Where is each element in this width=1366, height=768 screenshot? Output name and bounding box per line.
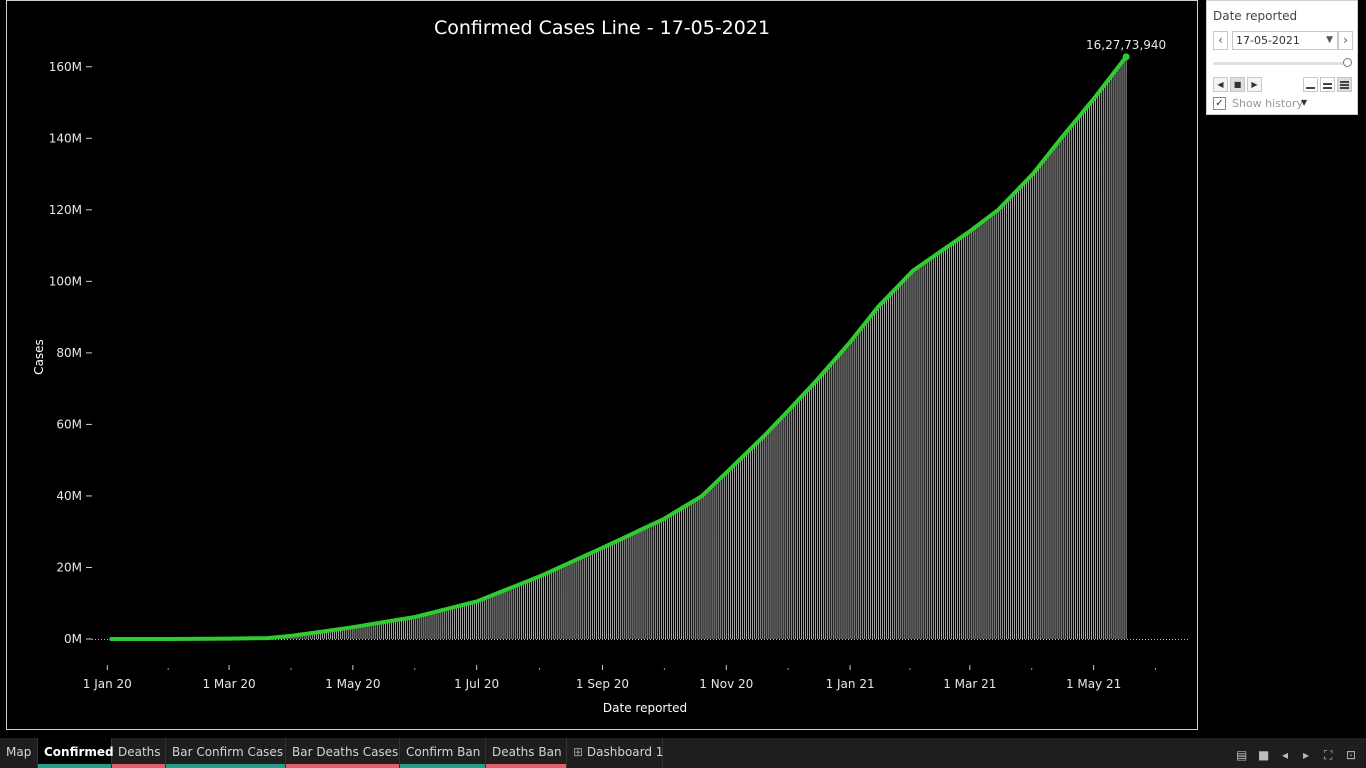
y-tick-label: 80M [56,346,82,360]
chevron-left-icon: ‹ [1218,33,1223,47]
y-tick-label: 140M [49,131,82,145]
tab-label: Confirm Ban [406,745,481,759]
latest-value-label: 16,27,73,940 [1086,38,1166,52]
show-history-checkbox[interactable]: ✓ [1213,97,1226,110]
show-history-dropdown[interactable]: ▼ [1301,98,1307,107]
play-forward-button[interactable]: ▶ [1247,77,1262,92]
date-dropdown[interactable]: 17-05-2021 ▼ [1232,31,1338,50]
x-axis-title: Date reported [603,701,687,715]
tab-color-stripe [400,764,485,768]
chevron-right-icon: › [1343,33,1348,47]
tab-color-stripe [286,764,399,768]
tab-label: Deaths [118,745,161,759]
chart-container: Confirmed Cases Line - 17-05-2021 0M 20M 40… [6,0,1198,730]
presentation-icon[interactable]: ⊡ [1346,748,1357,762]
tab-label: Confirmed [44,745,114,759]
next-date-button[interactable]: › [1338,31,1353,50]
speed-fast-button[interactable] [1337,77,1352,92]
x-tick-label: 1 Jul 20 [454,677,499,691]
y-axis-title: Cases [32,339,46,375]
date-slider-thumb[interactable] [1343,58,1352,67]
tab-color-stripe [112,764,165,768]
play-backward-button[interactable]: ◀ [1213,77,1228,92]
x-tick-label: 1 May 21 [1066,677,1121,691]
date-filter-panel: Date reported ‹ 17-05-2021 ▼ › ◀ ■ ▶ ✓ S… [1206,0,1358,115]
tab-bar-confirm-cases[interactable]: Bar Confirm Cases [166,738,286,768]
tab-label: Bar Deaths Cases [292,745,399,759]
x-tick-label: 1 May 20 [325,677,380,691]
x-tick-label: 1 Nov 20 [699,677,753,691]
speed-fast-icon [1340,81,1349,83]
y-tick-label: 60M [56,417,82,431]
x-tick-label: 1 Mar 20 [202,677,255,691]
tab-color-stripe [166,764,285,768]
previous-icon[interactable]: ◂ [1282,748,1289,762]
tab-label: Map [6,745,32,759]
tab-color-stripe [486,764,566,768]
confirmed-cases-chart: Confirmed Cases Line - 17-05-2021 0M 20M 40… [32,17,1189,715]
y-tick-label: 100M [49,274,82,288]
tab-color-stripe [38,764,111,768]
speed-medium-button[interactable] [1320,77,1335,92]
previous-date-button[interactable]: ‹ [1213,31,1228,50]
fullscreen-icon[interactable]: ⛶ [1324,748,1333,762]
x-tick-label: 1 Mar 21 [943,677,996,691]
speed-slow-button[interactable] [1303,77,1318,92]
x-tick-label: 1 Jan 21 [826,677,875,691]
tab-label: Dashboard 1 [586,745,664,759]
play-left-icon: ◀ [1217,80,1224,89]
y-tick-label: 20M [56,560,82,574]
tab-dashboard-1[interactable]: ⊞ Dashboard 1 [567,738,663,768]
tab-deaths[interactable]: Deaths [112,738,166,768]
next-icon[interactable]: ▸ [1303,748,1310,762]
stop-button[interactable]: ■ [1230,77,1245,92]
y-tick-label: 0M [64,632,82,646]
chevron-down-icon: ▼ [1326,35,1333,45]
tab-confirmed[interactable]: Confirmed [38,738,114,768]
grid-view-icon[interactable]: ▤ [1236,748,1248,762]
daily-bars [226,56,1127,639]
date-slider-track[interactable] [1213,62,1347,65]
x-tick-label: 1 Jan 20 [83,677,132,691]
confirmed-cases-line [109,54,1129,641]
tab-label: Deaths Ban [492,745,562,759]
sheet-tab-bar: Map Confirmed Deaths Bar Confirm Cases Bar D… [0,738,1366,768]
stop-icon: ■ [1233,80,1242,89]
dashboard-grid-icon: ⊞ [573,745,587,759]
tab-deaths-ban[interactable]: Deaths Ban [486,738,567,768]
y-tick-label: 160M [49,60,82,74]
single-view-icon[interactable]: ■ [1258,748,1270,762]
date-dropdown-value: 17-05-2021 [1236,34,1300,47]
play-right-icon: ▶ [1251,80,1258,89]
speed-slow-icon [1306,87,1315,89]
show-history-label: Show history [1232,97,1304,110]
speed-medium-icon [1323,83,1332,85]
chart-title: Confirmed Cases Line - 17-05-2021 [434,17,770,39]
latest-value-point [1122,53,1130,61]
tab-map[interactable]: Map [0,738,38,768]
checkmark-icon: ✓ [1215,98,1224,109]
tab-bar-deaths-cases[interactable]: Bar Deaths Cases [286,738,400,768]
x-tick-label: 1 Sep 20 [576,677,629,691]
caret-down-icon: ▼ [1301,98,1308,107]
filter-title: Date reported [1213,9,1298,23]
tab-label: Bar Confirm Cases [172,745,284,759]
tab-confirm-ban[interactable]: Confirm Ban [400,738,486,768]
y-tick-label: 120M [49,203,82,217]
y-tick-label: 40M [56,489,82,503]
